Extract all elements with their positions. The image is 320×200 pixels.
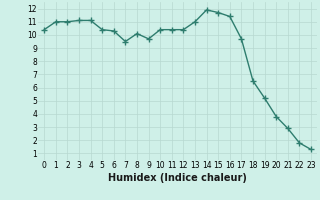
X-axis label: Humidex (Indice chaleur): Humidex (Indice chaleur) [108,173,247,183]
